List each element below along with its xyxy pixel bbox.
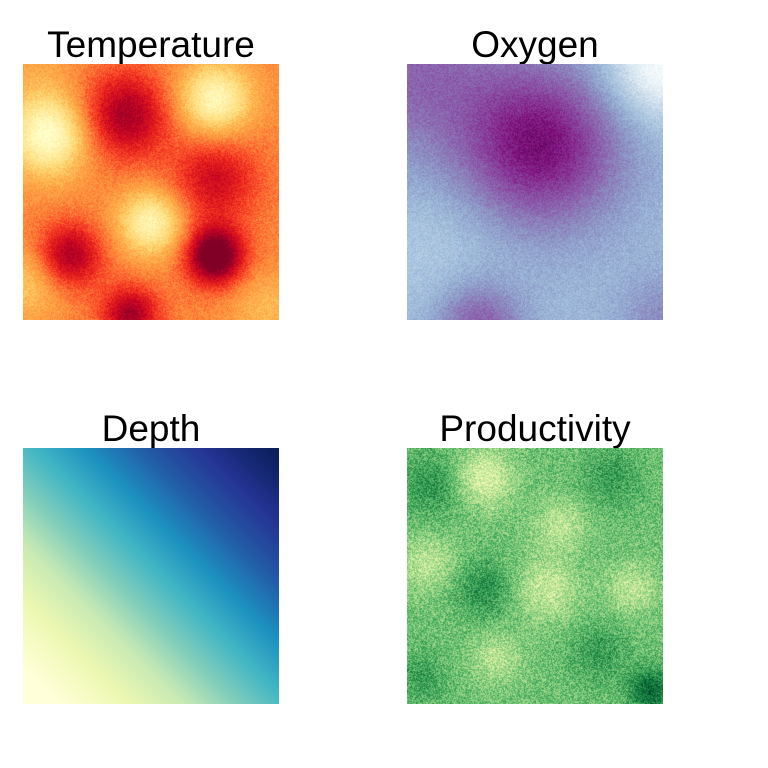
productivity-title: Productivity [439,408,631,449]
oxygen-title: Oxygen [471,24,599,65]
productivity-heatmap [407,448,663,704]
depth-title: Depth [101,408,201,449]
temperature-heatmap [23,64,279,320]
depth-heatmap [23,448,279,704]
temperature-title: Temperature [47,24,255,65]
oxygen-heatmap [407,64,663,320]
